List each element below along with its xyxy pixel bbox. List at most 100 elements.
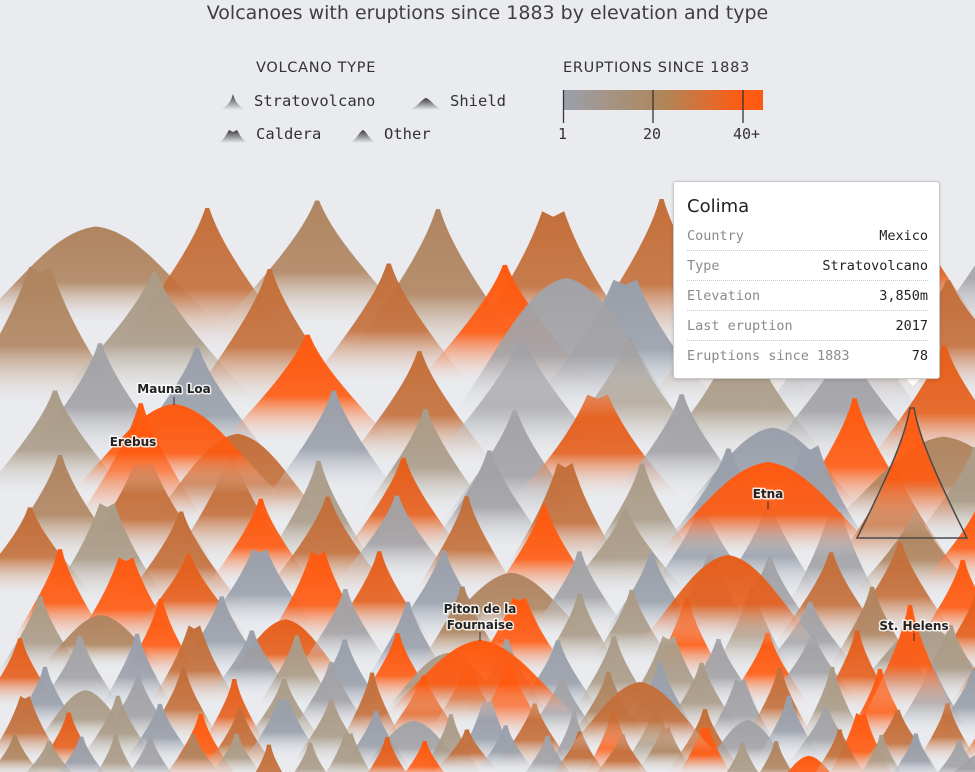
- volcano-shape[interactable]: [318, 732, 379, 772]
- stratovolcano-icon: [220, 94, 246, 110]
- tooltip-title: Colima: [687, 196, 750, 217]
- volcano-shape[interactable]: [589, 734, 657, 772]
- other-volcano-icon: [350, 130, 376, 143]
- volcano-shape[interactable]: [244, 698, 324, 760]
- tooltip-arrow: [905, 378, 921, 386]
- legend-label-shield: Shield: [450, 92, 506, 110]
- svg-text:Erebus: Erebus: [110, 435, 157, 449]
- volcano-shape[interactable]: [358, 737, 417, 772]
- volcano-shape[interactable]: [114, 511, 248, 613]
- volcano-shape[interactable]: [163, 734, 223, 772]
- legend-item-shield: Shield: [410, 92, 506, 110]
- volcano-tooltip: Colima Country Mexico Type Stratovolcano…: [673, 181, 940, 379]
- volcano-shape[interactable]: [291, 662, 371, 732]
- svg-text:Mauna Loa: Mauna Loa: [137, 382, 210, 396]
- volcano-shape[interactable]: [811, 729, 868, 772]
- tooltip-row-type: Type Stratovolcano: [687, 251, 928, 281]
- volcano-shape[interactable]: [797, 666, 867, 745]
- volcano-mauna-loa[interactable]: [69, 404, 279, 494]
- shield-volcano-icon: [410, 98, 442, 110]
- volcano-shape[interactable]: [200, 679, 269, 748]
- tooltip-value: Stratovolcano: [822, 258, 928, 274]
- volcano-shape[interactable]: [434, 729, 500, 772]
- svg-text:Etna: Etna: [753, 487, 784, 501]
- tooltip-value: 3,850m: [879, 288, 928, 304]
- legend-item-other: Other: [350, 125, 431, 143]
- color-scale-bar: [563, 90, 763, 110]
- volcano-shape[interactable]: [940, 751, 975, 772]
- volcano-etna[interactable]: [653, 462, 883, 557]
- volcano-shape[interactable]: [209, 733, 264, 772]
- legend-item-stratovolcano: Stratovolcano: [220, 92, 375, 110]
- volcano-shape[interactable]: [268, 390, 400, 496]
- volcano-shape[interactable]: [337, 672, 407, 748]
- volcano-shape[interactable]: [298, 588, 393, 669]
- volcano-colima[interactable]: [855, 407, 969, 539]
- svg-text:Fournaise: Fournaise: [447, 618, 513, 632]
- volcano-shape[interactable]: [638, 555, 818, 645]
- volcano-shape[interactable]: [121, 703, 199, 766]
- legend-label-caldera: Caldera: [256, 125, 322, 143]
- color-scale-label-1: 1: [558, 125, 568, 143]
- volcano-shape[interactable]: [0, 734, 43, 772]
- volcano-shape[interactable]: [35, 635, 125, 712]
- svg-text:Piton de la: Piton de la: [444, 602, 517, 616]
- volcano-shape[interactable]: [475, 725, 536, 772]
- tooltip-row-country: Country Mexico: [687, 221, 928, 251]
- tooltip-label: Elevation: [687, 288, 761, 304]
- svg-text:Piton de la: Piton de la: [444, 602, 517, 616]
- volcano-shape[interactable]: [50, 736, 113, 772]
- tooltip-label: Type: [687, 258, 720, 274]
- eruptions-color-scale: [562, 90, 763, 123]
- caldera-icon: [218, 130, 248, 143]
- volcano-shape[interactable]: [565, 682, 715, 752]
- legend-label-other: Other: [384, 125, 431, 143]
- tooltip-value: 78: [911, 348, 928, 364]
- volcano-shape[interactable]: [282, 742, 338, 772]
- volcano-shape[interactable]: [856, 734, 908, 772]
- legend-eruptions-title: ERUPTIONS SINCE 1883: [563, 60, 750, 76]
- legend-item-caldera: Caldera: [218, 125, 321, 143]
- volcano-shape[interactable]: [748, 741, 804, 772]
- volcano-st-helens[interactable]: [865, 605, 955, 715]
- svg-text:Mauna Loa: Mauna Loa: [137, 382, 210, 396]
- svg-text:Erebus: Erebus: [110, 435, 157, 449]
- svg-text:St. Helens: St. Helens: [879, 619, 948, 633]
- volcano-shape[interactable]: [517, 735, 579, 772]
- color-scale-label-20: 20: [643, 125, 662, 143]
- volcano-shape[interactable]: [930, 592, 975, 673]
- volcano-shape[interactable]: [97, 633, 177, 712]
- chart-title: Volcanoes with eruptions since 1883 by e…: [206, 2, 769, 24]
- svg-text:St. Helens: St. Helens: [879, 619, 948, 633]
- volcano-shape[interactable]: [89, 734, 142, 772]
- legend-label-stratovolcano: Stratovolcano: [254, 92, 376, 110]
- volcano-shape[interactable]: [394, 740, 456, 772]
- volcano-shape[interactable]: [529, 551, 630, 635]
- volcano-shape[interactable]: [914, 559, 975, 647]
- volcano-shape[interactable]: [712, 742, 772, 772]
- volcano-piton-de-la-fournaise[interactable]: [380, 640, 580, 720]
- volcano-shape[interactable]: [451, 278, 681, 418]
- volcano-shape[interactable]: [308, 263, 470, 385]
- tooltip-row-last-eruption: Last eruption 2017: [687, 311, 928, 341]
- volcano-shape[interactable]: [16, 740, 83, 772]
- tooltip-value: 2017: [895, 318, 928, 334]
- tooltip-value: Mexico: [879, 228, 928, 244]
- volcano-shape[interactable]: [241, 744, 297, 772]
- volcano-shape[interactable]: [335, 495, 458, 584]
- volcano-shape[interactable]: [929, 669, 975, 739]
- tooltip-label: Last eruption: [687, 318, 793, 334]
- volcano-shape[interactable]: [886, 733, 945, 772]
- volcano-shape[interactable]: [218, 334, 397, 447]
- tooltip-label: Eruptions since 1883: [687, 348, 850, 364]
- tooltip-row-elevation: Elevation 3,850m: [687, 281, 928, 311]
- color-scale-label-40: 40+: [733, 125, 761, 143]
- tooltip-label: Country: [687, 228, 744, 244]
- volcano-shape[interactable]: [121, 736, 180, 772]
- tooltip-row-eruptions: Eruptions since 1883 78: [687, 341, 928, 371]
